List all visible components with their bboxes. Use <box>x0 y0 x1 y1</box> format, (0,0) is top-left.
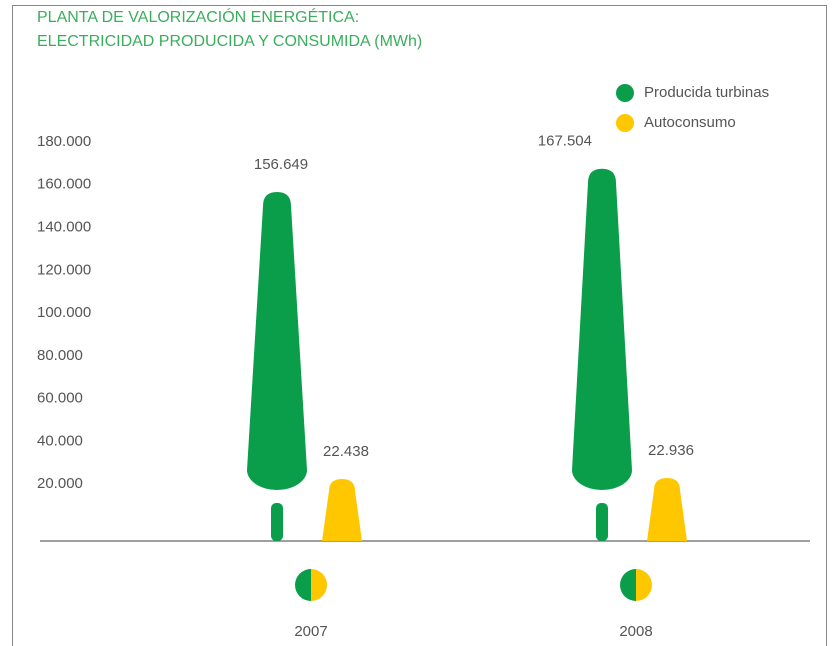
bar <box>647 478 687 541</box>
bar <box>322 479 362 541</box>
tree-trunk <box>596 503 608 541</box>
frame <box>13 6 827 646</box>
x-tick-label: 2008 <box>619 623 652 640</box>
value-label: 22.438 <box>323 443 369 460</box>
y-tick-label: 80.000 <box>37 347 83 364</box>
tree-trunk <box>271 503 283 541</box>
legend-label: Producida turbinas <box>644 84 769 101</box>
y-tick-label: 140.000 <box>37 219 91 236</box>
value-label: 22.936 <box>648 442 694 459</box>
legend-swatch <box>616 114 634 132</box>
category-icon <box>620 569 636 601</box>
y-tick-label: 120.000 <box>37 261 91 278</box>
chart-title: PLANTA DE VALORIZACIÓN ENERGÉTICA: <box>37 7 359 26</box>
y-tick-label: 20.000 <box>37 475 83 492</box>
category-icon <box>295 569 311 601</box>
y-tick-label: 60.000 <box>37 390 83 407</box>
legend-label: Autoconsumo <box>644 114 736 131</box>
value-label: 167.504 <box>538 133 592 150</box>
tree-crown <box>247 192 307 490</box>
legend-swatch <box>616 84 634 102</box>
category-icon <box>636 569 652 601</box>
value-label: 156.649 <box>254 156 308 173</box>
chart: PLANTA DE VALORIZACIÓN ENERGÉTICA: ELECT… <box>0 0 835 646</box>
y-tick-label: 160.000 <box>37 176 91 193</box>
category-icon <box>311 569 327 601</box>
y-tick-label: 100.000 <box>37 304 91 321</box>
y-tick-label: 40.000 <box>37 432 83 449</box>
y-tick-label: 180.000 <box>37 133 91 150</box>
chart-title: ELECTRICIDAD PRODUCIDA Y CONSUMIDA (MWh) <box>37 33 422 50</box>
tree-crown <box>572 169 632 490</box>
x-tick-label: 2007 <box>294 623 327 640</box>
